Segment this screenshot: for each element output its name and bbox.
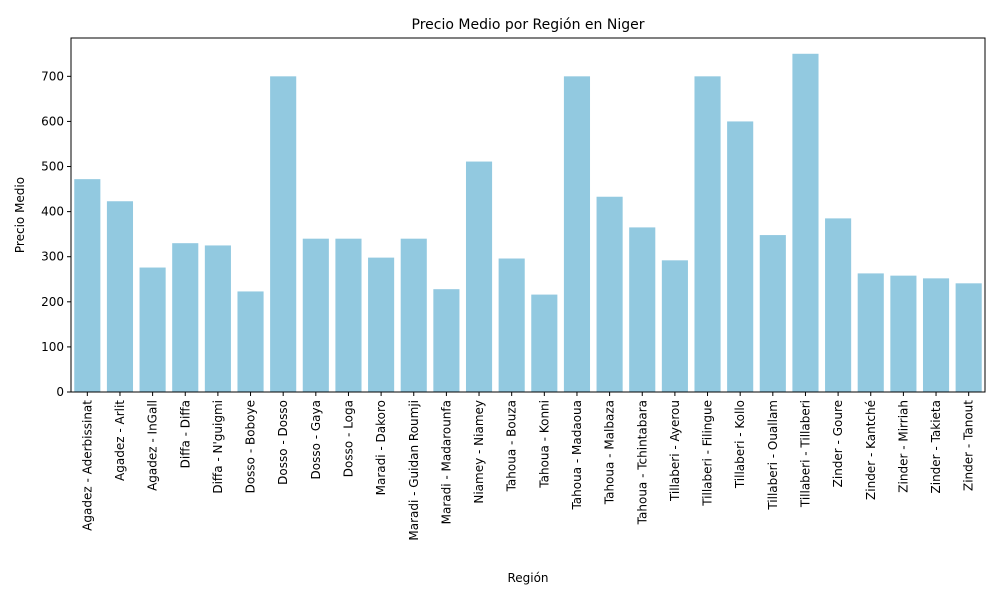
bar-25 (890, 275, 917, 392)
bar-13 (498, 258, 525, 392)
y-tick-label-1: 100 (41, 340, 64, 354)
x-tick-label-24: Zinder - Kantché (864, 400, 878, 500)
x-tick-label-26: Zinder - Takieta (929, 400, 943, 493)
y-tick-label-5: 500 (41, 160, 64, 174)
x-tick-label-17: Tahoua - Tchintabara (635, 400, 649, 525)
x-tick-label-18: Tillaberi - Ayerou (668, 400, 682, 502)
bar-1 (106, 201, 134, 392)
x-tick-label-15: Tahoua - Madaoua (570, 400, 584, 511)
x-tick-label-1: Agadez - Arlit (113, 400, 127, 481)
bar-20 (727, 121, 754, 393)
bar-12 (465, 161, 493, 392)
bar-11 (433, 289, 460, 392)
bar-17 (629, 227, 656, 392)
bar-10 (400, 238, 427, 392)
x-tick-label-2: Agadez - InGall (146, 400, 160, 491)
bar-24 (857, 273, 884, 392)
x-tick-label-23: Zinder - Goure (831, 400, 845, 487)
y-tick-label-2: 200 (41, 295, 64, 309)
chart-title: Precio Medio por Región en Niger (412, 17, 645, 33)
bar-23 (825, 218, 852, 392)
bar-26 (922, 278, 950, 392)
x-tick-label-4: Diffa - N'guigmi (211, 400, 225, 494)
x-tick-label-3: Diffa - Diffa (178, 400, 192, 468)
x-tick-label-11: Maradi - Madarounfa (439, 400, 453, 524)
x-tick-label-13: Tahoua - Bouza (505, 400, 519, 492)
bar-14 (531, 294, 558, 392)
x-tick-label-19: Tillaberi - Filingue (701, 400, 715, 507)
y-tick-label-0: 0 (56, 385, 64, 399)
bar-8 (335, 238, 362, 392)
x-tick-label-12: Niamey - Niamey (472, 400, 486, 504)
plot-area: Agadez - Aderbissinat Agadez - Arlit Agade… (41, 53, 982, 541)
y-tick-label-7: 700 (41, 69, 64, 83)
bar-7 (302, 238, 329, 392)
x-tick-label-21: Tillaberi - Ouallam (766, 400, 780, 511)
x-axis-label: Región (507, 571, 548, 585)
bar-16 (596, 196, 623, 392)
y-tick-label-3: 300 (41, 250, 64, 264)
bar-18 (661, 260, 688, 392)
x-tick-label-22: Tillaberi - Tillaberi (798, 400, 812, 508)
bar-15 (563, 76, 591, 392)
x-tick-label-14: Tahoua - Konni (537, 400, 551, 489)
x-tick-label-8: Dosso - Loga (341, 400, 355, 477)
x-tick-label-5: Dosso - Boboye (244, 400, 258, 493)
bar-0 (74, 179, 101, 392)
x-tick-label-20: Tillaberi - Kollo (733, 400, 747, 489)
plot-frame (70, 37, 986, 393)
x-tick-label-6: Dosso - Dosso (276, 400, 290, 485)
bar-19 (694, 76, 721, 392)
x-tick-label-16: Tahoua - Malbaza (603, 400, 617, 505)
bar-9 (368, 257, 395, 392)
y-axis-label: Precio Medio (13, 177, 27, 253)
bar-3 (172, 243, 199, 392)
x-tick-label-7: Dosso - Gaya (309, 400, 323, 480)
bar-2 (139, 267, 166, 392)
x-tick-label-27: Zinder - Tanout (962, 400, 976, 491)
x-tick-label-9: Maradi - Dakoro (374, 400, 388, 495)
x-tick-label-0: Agadez - Aderbissinat (80, 400, 94, 531)
bar-22 (792, 53, 819, 392)
x-tick-label-10: Maradi - Guidan Roumji (407, 400, 421, 541)
bar-4 (204, 245, 231, 392)
y-tick-label-4: 400 (41, 205, 64, 219)
y-tick-label-6: 600 (41, 114, 64, 128)
bar-27 (955, 283, 982, 392)
bar-6 (270, 76, 297, 392)
bar-21 (759, 235, 786, 392)
bar-5 (237, 291, 264, 392)
x-tick-label-25: Zinder - Mirriah (896, 400, 910, 493)
